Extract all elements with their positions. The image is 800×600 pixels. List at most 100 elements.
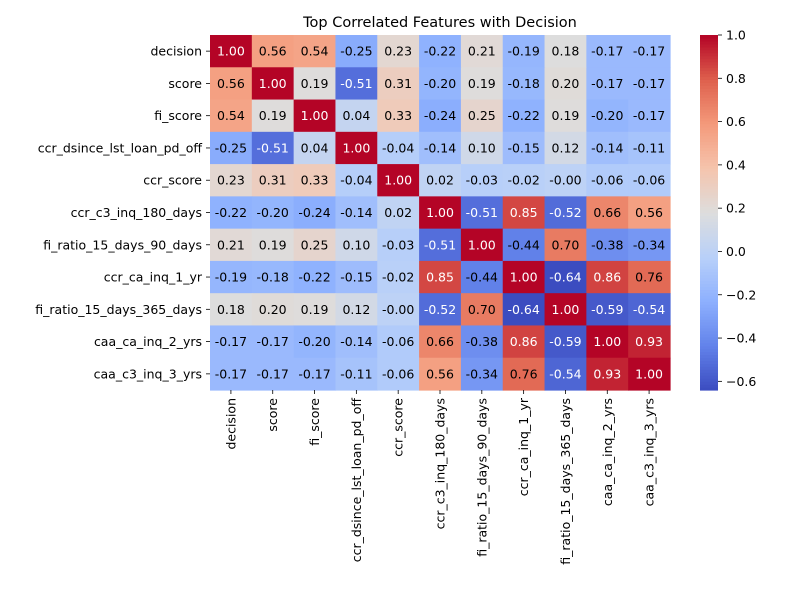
colorbar-segment xyxy=(700,387,718,391)
colorbar-segment xyxy=(700,129,718,134)
row-label: ccr_c3_inq_180_days xyxy=(71,205,202,220)
cell-value-label: 0.19 xyxy=(259,108,287,123)
cell-value-label: 0.76 xyxy=(510,366,538,381)
heatmap-cell xyxy=(586,67,629,101)
cell-value-label: -0.06 xyxy=(382,366,414,381)
colorbar-segment xyxy=(700,324,718,329)
heatmap-cell xyxy=(210,164,253,197)
cell-value-label: -0.19 xyxy=(215,270,247,285)
cell-value-label: -0.14 xyxy=(591,140,623,155)
colorbar-segment xyxy=(700,372,718,376)
row-label: fi_ratio_15_days_365_days xyxy=(35,302,202,317)
cell-value-label: 0.31 xyxy=(259,173,287,188)
cell-value-label: -0.20 xyxy=(591,108,623,123)
cell-value-label: -0.52 xyxy=(424,302,456,317)
row-label: decision xyxy=(150,44,202,59)
cell-value-label: -0.44 xyxy=(507,237,539,252)
colorbar-segment xyxy=(700,348,718,353)
heatmap-cell xyxy=(210,228,253,262)
heatmap-cell xyxy=(544,164,587,197)
cell-value-label: 0.12 xyxy=(552,140,580,155)
colorbar-segment xyxy=(700,106,718,110)
heatmap-cell xyxy=(460,67,504,101)
heatmap-cell xyxy=(586,228,629,262)
row-label: caa_c3_inq_3_yrs xyxy=(94,366,202,381)
colorbar-segment xyxy=(700,342,718,347)
heatmap-cell xyxy=(210,357,253,391)
cell-value-label: 0.31 xyxy=(384,76,412,91)
cell-value-label: -0.25 xyxy=(340,44,372,59)
heatmap-cell xyxy=(544,293,587,327)
heatmap-cell xyxy=(251,99,295,133)
heatmap-cell xyxy=(377,196,420,230)
colorbar-segment xyxy=(700,55,718,60)
heatmap-cell xyxy=(419,67,462,101)
heatmap-cell xyxy=(544,357,587,391)
heatmap-cell xyxy=(586,131,629,165)
heatmap-cell xyxy=(377,260,420,294)
cell-value-label: -0.20 xyxy=(298,334,330,349)
colorbar-segment xyxy=(700,295,718,299)
heatmap-cell xyxy=(628,228,671,262)
colorbar-segment xyxy=(700,218,718,222)
colorbar-segment xyxy=(700,179,718,184)
colorbar-segment xyxy=(700,242,718,246)
cell-value-label: -0.34 xyxy=(466,366,498,381)
heatmap-cell xyxy=(544,131,587,165)
cell-value-label: 0.19 xyxy=(301,76,329,91)
cell-value-label: 0.23 xyxy=(217,173,245,188)
cell-value-label: 0.21 xyxy=(468,44,496,59)
colorbar-segment xyxy=(700,357,718,362)
cell-value-label: 0.19 xyxy=(259,237,287,252)
colorbar-segment xyxy=(700,321,718,326)
heatmap-cell xyxy=(210,99,253,133)
chart-title: Top Correlated Features with Decision xyxy=(302,15,577,31)
colorbar-segment xyxy=(700,301,718,305)
colorbar-segment xyxy=(700,58,718,63)
heatmap-cell xyxy=(251,164,295,197)
heatmap-cell xyxy=(586,325,629,359)
cell-value-label: -0.17 xyxy=(257,366,289,381)
heatmap-cell xyxy=(251,228,295,262)
colorbar-segment xyxy=(700,307,718,311)
cell-value-label: -0.22 xyxy=(215,205,247,220)
colorbar-segment xyxy=(700,375,718,379)
heatmap-cell xyxy=(251,67,295,101)
colorbar-segment xyxy=(700,52,718,57)
heatmap-cell xyxy=(502,99,546,133)
heatmap-cell xyxy=(502,196,546,230)
colorbar-segment xyxy=(700,354,718,359)
colorbar-segment xyxy=(700,76,718,80)
cell-value-label: 0.66 xyxy=(426,334,454,349)
cell-value-label: 1.00 xyxy=(593,334,621,349)
heatmap-cell xyxy=(502,67,546,101)
cell-value-label: -0.04 xyxy=(382,140,414,155)
cell-value-label: 0.19 xyxy=(552,108,580,123)
cell-value-label: -0.17 xyxy=(633,76,665,91)
cell-value-label: -0.11 xyxy=(633,140,665,155)
colorbar-segment xyxy=(700,212,718,217)
colorbar-segment xyxy=(700,250,718,255)
heatmap-cell xyxy=(586,357,629,391)
colorbar-segment xyxy=(700,236,718,240)
colorbar-segment xyxy=(700,49,718,54)
heatmap-cell xyxy=(210,67,253,101)
cell-value-label: -0.06 xyxy=(633,173,665,188)
heatmap-cell xyxy=(377,293,420,327)
colorbar-segment xyxy=(700,253,718,258)
colorbar-segment xyxy=(700,67,718,72)
heatmap-cell xyxy=(502,228,546,262)
heatmap-cell xyxy=(419,99,462,133)
cell-value-label: 0.19 xyxy=(301,302,329,317)
heatmap-cell xyxy=(377,228,420,262)
heatmap-cell xyxy=(544,196,587,230)
heatmap-cell xyxy=(460,260,504,294)
cell-value-label: -0.19 xyxy=(507,44,539,59)
colorbar-segment xyxy=(700,271,718,276)
cell-value-label: -0.51 xyxy=(257,140,289,155)
heatmap-cell xyxy=(210,131,253,165)
colorbar-segment xyxy=(700,135,718,140)
heatmap-cell xyxy=(460,35,504,68)
colorbar-segment xyxy=(700,82,718,86)
cell-value-label: -0.15 xyxy=(340,270,372,285)
